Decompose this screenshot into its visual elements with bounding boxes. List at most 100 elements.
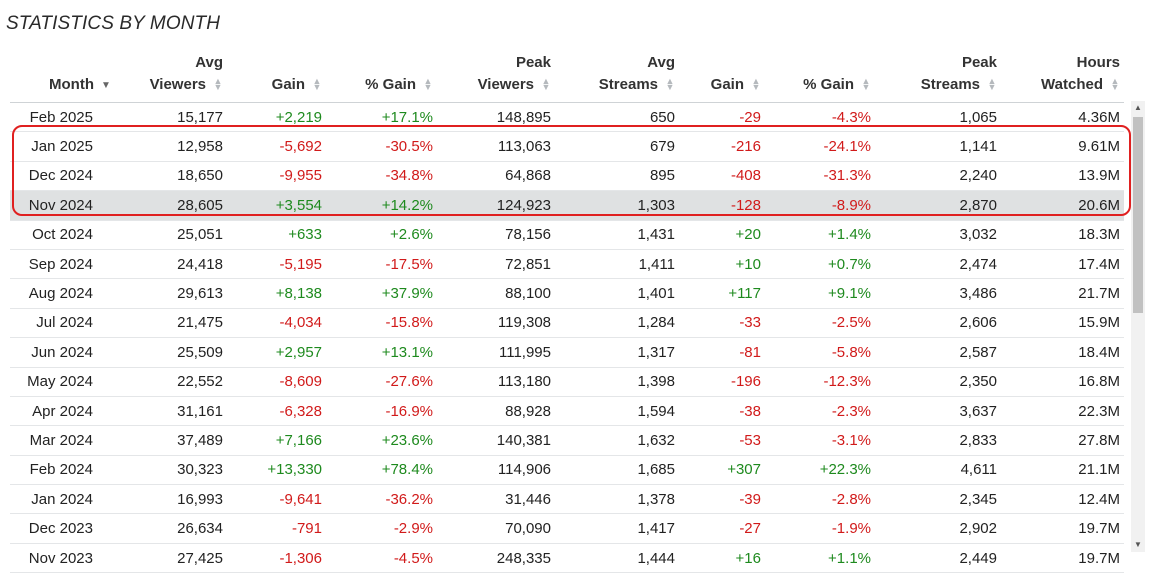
sort-both-icon[interactable]: ▲ ▼ [861,76,871,92]
avg-viewers-cell: 18,650 [111,161,227,192]
avg-viewers-cell: 25,509 [111,337,227,368]
avg-streams-cell: 1,431 [555,220,679,250]
scrollbar-thumb[interactable] [1133,117,1143,313]
peak-viewers-cell: 114,906 [437,455,555,486]
peak-viewers-cell: 124,923 [437,190,555,221]
scroll-down-icon[interactable]: ▼ [1134,540,1142,549]
gain-cell: +8,138 [227,278,326,309]
column-header-line1: Peak [515,54,551,71]
month-cell: Sep 2024 [10,249,111,280]
stats-table: Month ▼ Avg Viewers ▲ ▼ Gain ▲ ▼ % Gain ▲ ▼ Peak Vi… [10,50,1124,574]
column-header-gain[interactable]: Gain ▲ ▼ [227,50,326,103]
peak-streams-cell: 2,345 [875,484,1001,515]
column-header-month[interactable]: Month ▼ [10,50,111,103]
sort-both-icon[interactable]: ▲ ▼ [987,76,997,92]
column-header-streams-pct-gain[interactable]: % Gain ▲ ▼ [765,50,875,103]
sort-both-icon[interactable]: ▲ ▼ [751,76,761,92]
column-header-pct-gain[interactable]: % Gain ▲ ▼ [326,50,437,103]
avg-streams-cell: 1,398 [555,367,679,397]
column-header-line1 [326,52,433,74]
streams-gain-cell: -216 [679,131,765,162]
column-header-line1: Hours [1076,54,1120,71]
sort-desc-icon[interactable]: ▼ [101,80,111,91]
streams-pct-gain-cell: -4.3% [765,102,875,133]
table-header-row: Month ▼ Avg Viewers ▲ ▼ Gain ▲ ▼ % Gain ▲ ▼ Peak Vi… [10,50,1124,103]
avg-streams-cell: 1,284 [555,308,679,339]
sort-both-icon[interactable]: ▲ ▼ [1110,76,1120,92]
avg-streams-cell: 895 [555,161,679,192]
gain-cell: -5,692 [227,131,326,162]
scroll-up-icon[interactable]: ▲ [1134,103,1142,112]
avg-viewers-cell: 22,552 [111,367,227,397]
sort-both-icon[interactable]: ▲ ▼ [665,76,675,92]
streams-gain-cell: +117 [679,278,765,309]
column-header-peak-streams[interactable]: Peak Streams ▲ ▼ [875,50,1001,103]
streams-pct-gain-cell: -12.3% [765,367,875,397]
pct-gain-cell: -34.8% [326,161,437,192]
month-cell: Jan 2024 [10,484,111,515]
column-header-avg-streams[interactable]: Avg Streams ▲ ▼ [555,50,679,103]
avg-streams-cell: 650 [555,102,679,133]
sort-both-icon[interactable]: ▲ ▼ [541,76,551,92]
sort-both-icon[interactable]: ▲ ▼ [312,76,322,92]
column-header-label: Streams [598,76,658,93]
gain-cell: +7,166 [227,425,326,456]
month-cell: Jul 2024 [10,308,111,339]
column-header-line1: Avg [195,54,223,71]
avg-viewers-cell: 37,489 [111,425,227,456]
streams-pct-gain-cell: -8.9% [765,190,875,221]
pct-gain-cell: +78.4% [326,455,437,486]
streams-pct-gain-cell: -24.1% [765,131,875,162]
table-row: Apr 2024 31,161 -6,328 -16.9% 88,928 1,594 -38… [10,396,1124,427]
hours-watched-cell: 12.4M [1001,484,1124,515]
hours-watched-cell: 16.8M [1001,367,1124,397]
month-cell: Jun 2024 [10,337,111,368]
avg-streams-cell: 1,317 [555,337,679,368]
streams-gain-cell: -39 [679,484,765,515]
peak-viewers-cell: 64,868 [437,161,555,192]
avg-viewers-cell: 26,634 [111,513,227,544]
pct-gain-cell: +23.6% [326,425,437,456]
peak-viewers-cell: 119,308 [437,308,555,339]
sort-both-icon[interactable]: ▲ ▼ [213,76,223,92]
column-header-avg-viewers[interactable]: Avg Viewers ▲ ▼ [111,50,227,103]
column-header-peak-viewers[interactable]: Peak Viewers ▲ ▼ [437,50,555,103]
gain-cell: +13,330 [227,455,326,486]
gain-cell: +633 [227,220,326,250]
peak-streams-cell: 2,902 [875,513,1001,544]
table-row: Jun 2024 25,509 +2,957 +13.1% 111,995 1,317 -8… [10,337,1124,368]
streams-pct-gain-cell: -31.3% [765,161,875,192]
streams-gain-cell: -33 [679,308,765,339]
streams-gain-cell: -29 [679,102,765,133]
table-row: Jan 2024 16,993 -9,641 -36.2% 31,446 1,378 -39… [10,484,1124,515]
peak-viewers-cell: 78,156 [437,220,555,250]
vertical-scrollbar[interactable]: ▲ ▼ [1131,101,1145,552]
table-body: Feb 2025 15,177 +2,219 +17.1% 148,895 650 -29-… [10,102,1124,574]
table-row: Feb 2024 30,323 +13,330 +78.4% 114,906 1,685 +… [10,455,1124,486]
month-cell: Dec 2023 [10,513,111,544]
pct-gain-cell: +37.9% [326,278,437,309]
peak-streams-cell: 2,833 [875,425,1001,456]
peak-viewers-cell: 148,895 [437,102,555,133]
hours-watched-cell: 19.7M [1001,513,1124,544]
sort-both-icon[interactable]: ▲ ▼ [423,76,433,92]
column-header-hours-watched[interactable]: Hours Watched ▲ ▼ [1001,50,1124,103]
peak-viewers-cell: 88,928 [437,396,555,427]
column-header-line1 [10,52,111,74]
streams-gain-cell: -128 [679,190,765,221]
gain-cell: -9,955 [227,161,326,192]
pct-gain-cell: -16.9% [326,396,437,427]
gain-cell: -791 [227,513,326,544]
table-row: Dec 2023 26,634 -791 -2.9% 70,090 1,417 -27 -1.… [10,513,1124,544]
column-header-streams-gain[interactable]: Gain ▲ ▼ [679,50,765,103]
hours-watched-cell: 13.9M [1001,161,1124,192]
month-cell: Nov 2024 [10,190,111,221]
column-header-label: Month [49,76,94,93]
streams-pct-gain-cell: +22.3% [765,455,875,486]
pct-gain-cell: +2.6% [326,220,437,250]
avg-streams-cell: 1,632 [555,425,679,456]
column-header-line1 [765,52,871,74]
gain-cell: +3,554 [227,190,326,221]
hours-watched-cell: 17.4M [1001,249,1124,280]
avg-streams-cell: 1,303 [555,190,679,221]
